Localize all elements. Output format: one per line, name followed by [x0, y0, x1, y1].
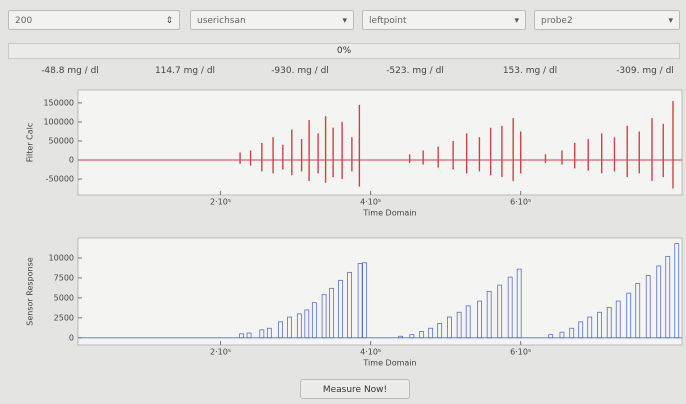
plot-area — [78, 90, 682, 195]
y-axis-label: Filter Calc — [26, 123, 35, 162]
x-tick-label: 2·10⁵ — [210, 198, 231, 207]
y-tick-label: 50000 — [49, 136, 74, 145]
x-tick-label: 4·10⁵ — [360, 348, 381, 357]
y-tick-label: 7500 — [54, 273, 74, 282]
y-axis-label: Sensor Response — [26, 257, 35, 325]
x-tick-label: 6·10⁵ — [510, 348, 531, 357]
x-axis-label: Time Domain — [362, 209, 416, 218]
y-tick-label: 5000 — [54, 293, 74, 302]
y-tick-label: 100000 — [43, 117, 74, 126]
x-axis-label: Time Domain — [362, 359, 416, 368]
plots: 150000100000500000-500002·10⁵4·10⁵6·10⁵T… — [0, 0, 686, 404]
y-tick-label: 2500 — [54, 313, 74, 322]
y-tick-label: 0 — [69, 333, 74, 342]
x-tick-label: 4·10⁵ — [360, 198, 381, 207]
y-tick-label: 0 — [69, 156, 74, 165]
page: {"controls": {"count": "200", "user": "u… — [0, 0, 686, 404]
screen: 200⇕ userichsan▾ leftpoint▾ probe2▾ 0% -… — [0, 0, 686, 404]
y-tick-label: -50000 — [46, 175, 74, 184]
x-tick-label: 6·10⁵ — [510, 198, 531, 207]
measure-button[interactable]: Measure Now! — [300, 379, 410, 399]
x-tick-label: 2·10⁵ — [210, 348, 231, 357]
y-tick-label: 150000 — [43, 98, 74, 107]
y-tick-label: 10000 — [49, 253, 74, 262]
